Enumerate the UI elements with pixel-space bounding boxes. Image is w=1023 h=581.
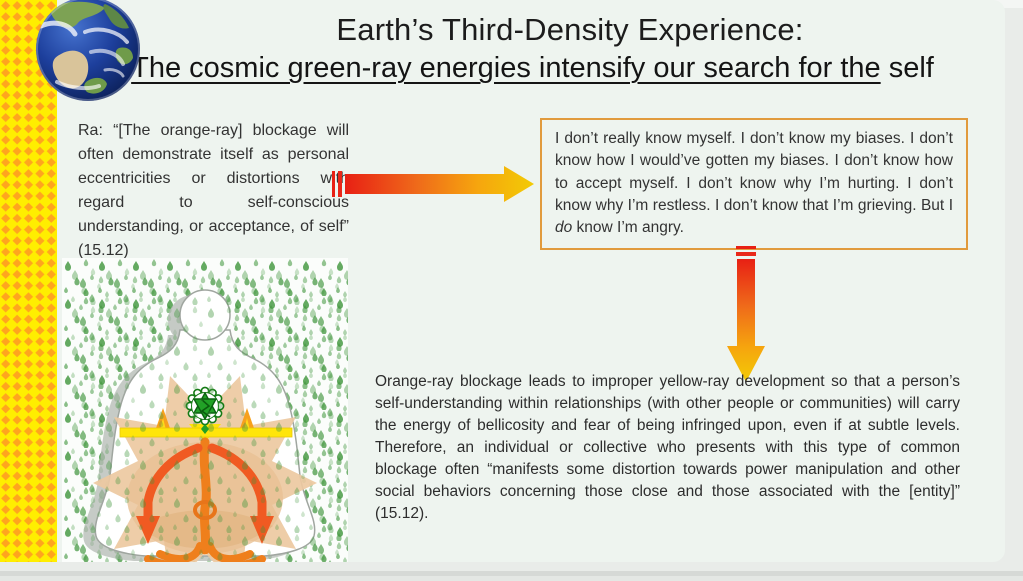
- callout-text-before: I don’t really know myself. I don’t know…: [555, 130, 953, 214]
- callout-emphasis: do: [555, 219, 573, 237]
- earth-globe-icon: [36, 0, 140, 101]
- slide-canvas: Earth’s Third-Density Experience: The co…: [0, 0, 1005, 562]
- subtitle-plain-text: self: [880, 52, 934, 84]
- inner-monologue-callout: I don’t really know myself. I don’t know…: [540, 118, 968, 250]
- slide-subtitle: The cosmic green-ray energies intensify …: [60, 52, 1005, 85]
- meditation-chakra-illustration: [62, 258, 348, 562]
- ra-quote-text: Ra: “[The orange-ray] blockage will ofte…: [78, 122, 349, 259]
- yellow-dot-border-icon: [0, 0, 57, 562]
- gradient-arrow-down-icon: [727, 246, 765, 382]
- slide-title: Earth’s Third-Density Experience:: [336, 12, 804, 47]
- subtitle-underlined-text: The cosmic green-ray energies intensify …: [131, 52, 881, 84]
- callout-text-after: know I’m angry.: [572, 219, 684, 237]
- body-paragraph: Orange-ray blockage leads to improper ye…: [375, 373, 960, 522]
- gradient-arrow-right-icon: [332, 166, 534, 202]
